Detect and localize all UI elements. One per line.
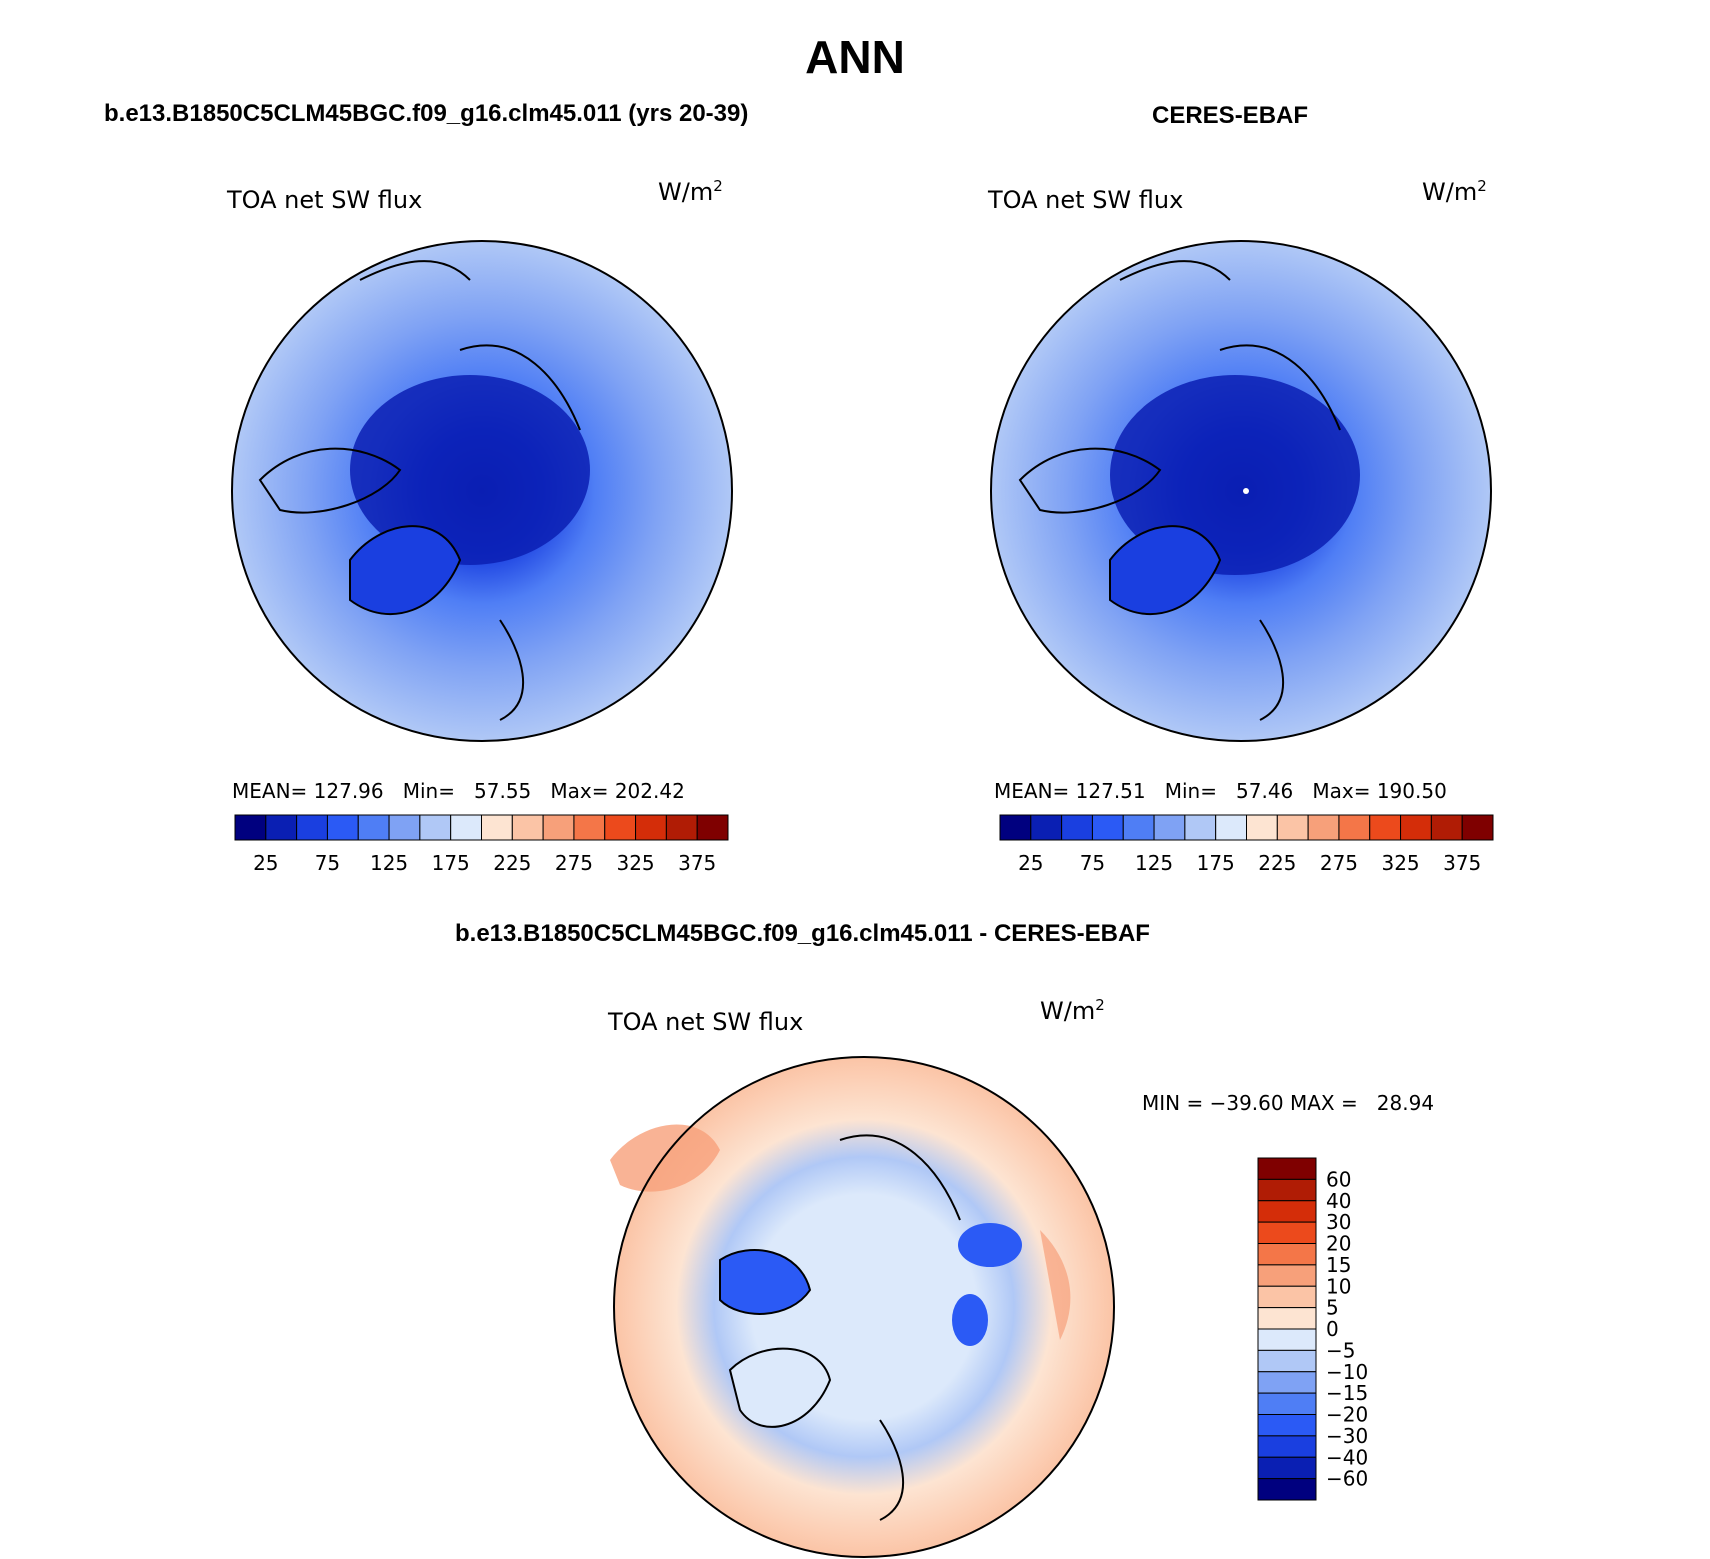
obs-colorbar-swatch (1400, 814, 1432, 841)
model-units-label: W/m2 (658, 177, 723, 206)
main-title: ANN (805, 31, 905, 83)
diff-colorbar-tick-label: 20 (1326, 1232, 1351, 1256)
model-colorbar-swatch (604, 814, 637, 841)
model-colorbar-swatch (511, 814, 544, 841)
diff-colorbar-swatch (1257, 1200, 1317, 1223)
model-stats: MEAN= 127.96 Min= 57.55 Max= 202.42 (232, 779, 685, 803)
model-colorbar-swatch (665, 814, 698, 841)
diff-colorbar-tick-label: −30 (1326, 1424, 1368, 1448)
model-map (231, 240, 733, 742)
obs-colorbar-tick-label: 375 (1443, 851, 1481, 875)
diff-panel-title: b.e13.B1850C5CLM45BGC.f09_g16.clm45.011 … (455, 920, 1150, 947)
obs-variable-label: TOA net SW flux (988, 186, 1184, 214)
model-colorbar-swatch (635, 814, 667, 841)
obs-units-label: W/m2 (1422, 177, 1487, 206)
diff-colorbar-tick-label: −5 (1326, 1338, 1355, 1362)
obs-colorbar-tick-label: 175 (1197, 851, 1235, 875)
model-colorbar-swatch (357, 814, 390, 841)
model-panel-title: b.e13.B1850C5CLM45BGC.f09_g16.clm45.011 … (104, 100, 749, 127)
model-colorbar-tick-label: 225 (493, 851, 531, 875)
diff-colorbar-tick-label: 60 (1326, 1167, 1351, 1191)
diff-units-label: W/m2 (1040, 996, 1105, 1025)
obs-colorbar-swatch (999, 814, 1032, 841)
diff-colorbar-swatch (1257, 1178, 1317, 1202)
model-colorbar-tick-label: 375 (678, 851, 716, 875)
obs-colorbar-tick-label: 225 (1258, 851, 1296, 875)
diff-colorbar-swatch (1257, 1414, 1317, 1437)
model-colorbar-swatch (450, 814, 482, 841)
obs-colorbar-tick-label: 125 (1135, 851, 1173, 875)
obs-colorbar-tick-label: 275 (1320, 851, 1358, 875)
model-colorbar-tick-label: 325 (616, 851, 654, 875)
diff-colorbar-swatch (1257, 1328, 1317, 1351)
obs-colorbar-swatch (1061, 814, 1093, 841)
model-colorbar-swatch (419, 814, 452, 841)
diff-colorbar-swatch (1257, 1478, 1317, 1501)
diff-colorbar-tick-label: −40 (1326, 1445, 1368, 1469)
diff-colorbar-swatch (1257, 1307, 1317, 1330)
diff-colorbar-tick-label: −20 (1326, 1403, 1368, 1427)
diff-map (610, 1056, 1115, 1558)
model-variable-label: TOA net SW flux (227, 186, 423, 214)
diff-colorbar-swatch (1257, 1349, 1317, 1373)
model-colorbar-swatch (696, 814, 729, 841)
obs-colorbar: 25 75 125 175 225 275 325 375 (999, 814, 1494, 875)
model-colorbar: 25 75 125 175 225 275 325 375 (234, 814, 729, 875)
diff-colorbar-swatch (1257, 1264, 1317, 1287)
obs-colorbar-swatch (1338, 814, 1371, 841)
diff-colorbar-tick-label: −10 (1326, 1360, 1368, 1384)
diff-colorbar-swatch (1257, 1392, 1317, 1415)
obs-colorbar-swatch (1369, 814, 1402, 841)
model-colorbar-tick-label: 75 (315, 851, 340, 875)
model-colorbar-swatch (326, 814, 359, 841)
model-colorbar-swatch (234, 814, 267, 841)
diff-colorbar-swatch (1257, 1456, 1317, 1480)
diff-colorbar-swatch (1257, 1285, 1317, 1309)
diff-colorbar-tick-label: 0 (1326, 1317, 1339, 1341)
diff-colorbar-tick-label: 5 (1326, 1296, 1339, 1320)
obs-colorbar-swatch (1091, 814, 1124, 841)
model-colorbar-swatch (573, 814, 606, 841)
model-colorbar-swatch (265, 814, 298, 841)
obs-colorbar-swatch (1430, 814, 1463, 841)
diff-colorbar-tick-label: 40 (1326, 1189, 1351, 1213)
diff-stats: MIN = −39.60 MAX = 28.94 (1142, 1091, 1435, 1115)
model-colorbar-tick-label: 125 (370, 851, 408, 875)
obs-colorbar-tick-label: 75 (1080, 851, 1105, 875)
obs-colorbar-swatch (1122, 814, 1155, 841)
model-colorbar-tick-label: 175 (432, 851, 470, 875)
obs-colorbar-tick-label: 325 (1381, 851, 1419, 875)
obs-colorbar-swatch (1215, 814, 1247, 841)
model-colorbar-swatch (481, 814, 513, 841)
obs-colorbar-swatch (1184, 814, 1217, 841)
diff-colorbar-tick-label: 30 (1326, 1210, 1351, 1234)
diff-colorbar-swatch (1257, 1157, 1317, 1180)
model-colorbar-swatch (388, 814, 421, 841)
obs-colorbar-swatch (1030, 814, 1063, 841)
obs-colorbar-tick-label: 25 (1018, 851, 1043, 875)
model-colorbar-swatch (542, 814, 575, 841)
diff-colorbar-tick-label: 10 (1326, 1274, 1351, 1298)
obs-panel-title: CERES-EBAF (1152, 102, 1309, 129)
diff-colorbar-swatch (1257, 1371, 1317, 1394)
diff-colorbar-swatch (1257, 1435, 1317, 1458)
obs-colorbar-swatch (1246, 814, 1278, 841)
obs-colorbar-swatch (1153, 814, 1186, 841)
obs-map (990, 240, 1492, 742)
diff-colorbar-tick-label: −15 (1326, 1381, 1368, 1405)
model-colorbar-swatch (296, 814, 328, 841)
obs-colorbar-swatch (1307, 814, 1340, 841)
obs-colorbar-swatch (1461, 814, 1494, 841)
diff-colorbar-swatch (1257, 1243, 1317, 1266)
model-colorbar-tick-label: 275 (555, 851, 593, 875)
diff-colorbar-tick-label: 15 (1326, 1253, 1351, 1277)
model-colorbar-tick-label: 25 (253, 851, 278, 875)
obs-colorbar-swatch (1276, 814, 1309, 841)
diff-colorbar-tick-label: −60 (1326, 1467, 1368, 1491)
diff-variable-label: TOA net SW flux (608, 1008, 804, 1036)
diff-colorbar-swatch (1257, 1221, 1317, 1244)
obs-stats: MEAN= 127.51 Min= 57.46 Max= 190.50 (994, 779, 1447, 803)
